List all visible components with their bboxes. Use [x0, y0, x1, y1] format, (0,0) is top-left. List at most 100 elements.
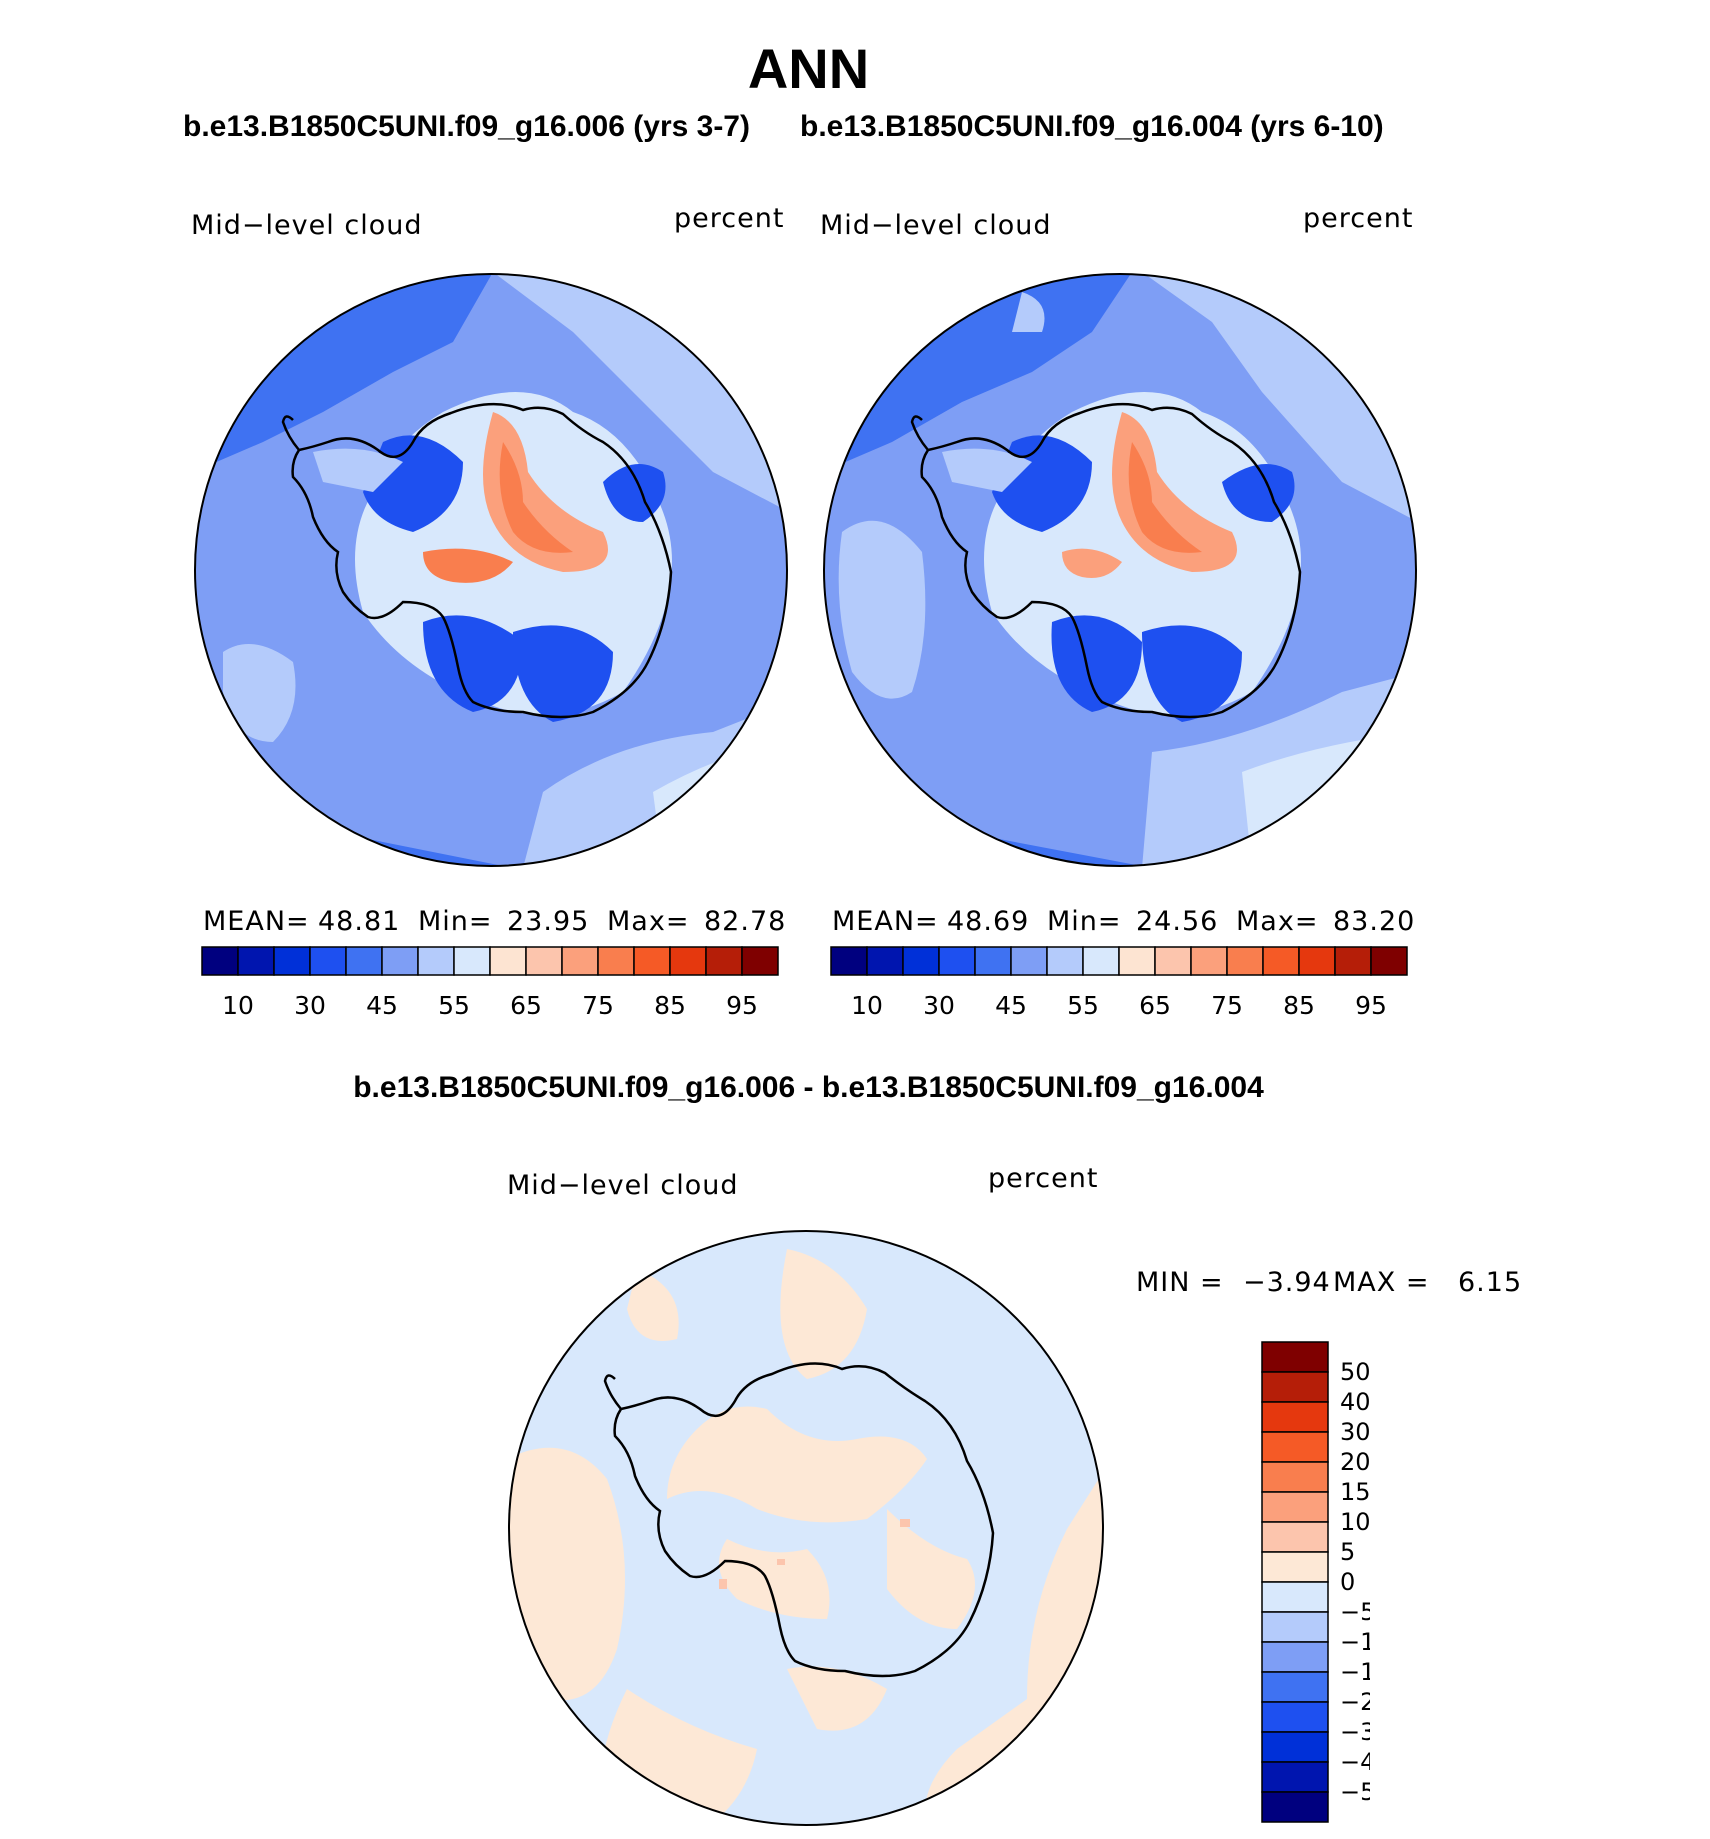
panel3-colorbar-tick-label: −30 [1340, 1718, 1370, 1746]
panel1-colorbar-box [453, 946, 491, 976]
panel1-colorbar-box [705, 946, 743, 976]
panel1-max-label: Max= [607, 906, 690, 937]
panel3-colorbar-tick-label: 40 [1340, 1388, 1370, 1416]
panel1-colorbar-tick-label: 65 [510, 991, 542, 1020]
panel3-colorbar-box [1261, 1761, 1329, 1793]
panel2-colorbar-box [938, 946, 976, 976]
panel1-region-lower [603, 464, 666, 522]
panel3-positive-region [787, 1666, 887, 1731]
panel3-colorbar-box [1261, 1401, 1329, 1433]
difference-title: b.e13.B1850C5UNI.f09_g16.006 - b.e13.B18… [353, 1071, 1264, 1104]
panel2-colorbar-box [1298, 946, 1336, 976]
panel1-colorbar-box [345, 946, 383, 976]
panel3-colorbar-box [1261, 1641, 1329, 1673]
panel3-max-value: 6.15 [1458, 1267, 1523, 1298]
panel1-region-mid [223, 644, 296, 742]
panel3-colorbar-tick-label: −10 [1340, 1628, 1370, 1656]
panel3-colorbar-box [1261, 1431, 1329, 1463]
panel3-colorbar-tick-label: −50 [1340, 1778, 1370, 1806]
panel1-region-higher [499, 442, 573, 553]
panel3-colorbar-box [1261, 1791, 1329, 1823]
panel3-colorbar-box [1261, 1671, 1329, 1703]
panel2-colorbar-tick-label: 30 [923, 991, 955, 1020]
panel3-colorbar-box [1261, 1581, 1329, 1613]
panel2-region-mid [838, 520, 926, 699]
panel2-mean-value: 48.69 [947, 906, 1030, 937]
panel1-min-value: 23.95 [507, 906, 590, 937]
panel1-colorbar-box [381, 946, 419, 976]
panel1-mean-label: MEAN= [203, 906, 310, 937]
panel1-max-value: 82.78 [704, 906, 787, 937]
panel2-mean-label: MEAN= [832, 906, 939, 937]
panel1-variable-label: Mid−level cloud [191, 210, 423, 241]
panel3-peninsula-coastline [603, 1374, 622, 1410]
panel1-colorbar-box [201, 946, 239, 976]
panel2-colorbar-box [1082, 946, 1120, 976]
panel3-map-border [508, 1230, 1104, 1826]
panel3-small-positive-patch [777, 1559, 785, 1565]
panel3-colorbar-box [1261, 1521, 1329, 1553]
panel2-colorbar-box [1262, 946, 1300, 976]
panel1-colorbar-tick-label: 45 [366, 991, 398, 1020]
panel1-colorbar: 10 30 45 55 65 75 85 95 [201, 946, 779, 1020]
panel3-positive-region [627, 1269, 679, 1341]
panel2-polar-map [823, 273, 1417, 867]
panel1-region-lower [513, 625, 613, 722]
panel2-colorbar-box [1010, 946, 1048, 976]
panel3-min-value: −3.94 [1243, 1267, 1331, 1298]
panel3-colorbar-box [1261, 1491, 1329, 1523]
panel3-colorbar-box [1261, 1461, 1329, 1493]
panel2-colorbar-box [1190, 946, 1228, 976]
panel1-peninsula-coastline [281, 415, 300, 451]
panel2-colorbar-tick-label: 95 [1355, 991, 1387, 1020]
panel2-map-border [823, 273, 1417, 867]
panel3-colorbar-box [1261, 1731, 1329, 1763]
panel2-peninsula-coastline [910, 415, 929, 451]
panel2-colorbar-box [1118, 946, 1156, 976]
panel1-colorbar-tick-label: 95 [726, 991, 758, 1020]
panel2-colorbar-box [1370, 946, 1408, 976]
figure-title: ANN [747, 37, 870, 100]
panel1-colorbar-box [237, 946, 275, 976]
panel2-colorbar-tick-label: 85 [1283, 991, 1315, 1020]
panel2-colorbar-tick-label: 55 [1067, 991, 1099, 1020]
subtitle-left: b.e13.B1850C5UNI.f09_g16.006 (yrs 3-7) [183, 110, 750, 143]
panel2-colorbar-box [902, 946, 940, 976]
panel3-colorbar-tick-label: −15 [1340, 1658, 1370, 1686]
panel2-colorbar-box [1226, 946, 1264, 976]
panel2-colorbar-tick-label: 45 [995, 991, 1027, 1020]
panel3-colorbar-tick-label: 30 [1340, 1418, 1370, 1446]
panel1-colorbar-tick-label: 85 [654, 991, 686, 1020]
panel2-colorbar-box [866, 946, 904, 976]
panel2-units-label: percent [1303, 203, 1414, 234]
panel3-small-positive-patch [900, 1519, 910, 1527]
panel3-min-label: MIN = [1136, 1267, 1224, 1298]
panel1-map-border [194, 273, 788, 867]
panel2-colorbar-box [1154, 946, 1192, 976]
panel3-colorbar-tick-label: −40 [1340, 1748, 1370, 1776]
panel1-region-lower [423, 615, 523, 712]
panel2-colorbar-box [1046, 946, 1084, 976]
panel2-coastline [920, 402, 1302, 719]
panel3-colorbar-tick-label: −5 [1340, 1598, 1370, 1626]
panel1-colorbar-box [417, 946, 455, 976]
panel3-colorbar-tick-label: 5 [1340, 1538, 1355, 1566]
panel3-colorbar-box [1261, 1551, 1329, 1583]
panel3-colorbar-tick-label: 20 [1340, 1448, 1370, 1476]
panel2-colorbar-tick-label: 75 [1211, 991, 1243, 1020]
panel2-region-mid [942, 448, 1032, 492]
panel1-colorbar-box [273, 946, 311, 976]
panel3-colorbar-box [1261, 1611, 1329, 1643]
panel3-units-label: percent [988, 1163, 1099, 1194]
panel3-colorbar-box [1261, 1701, 1329, 1733]
panel1-colorbar-box [669, 946, 707, 976]
panel3-colorbar-tick-label: 50 [1340, 1358, 1370, 1386]
subtitle-right: b.e13.B1850C5UNI.f09_g16.004 (yrs 6-10) [800, 110, 1384, 143]
panel1-mean-value: 48.81 [318, 906, 401, 937]
panel1-polar-map [194, 273, 788, 867]
panel3-positive-region [780, 1249, 867, 1379]
panel3-colorbar-tick-label: 15 [1340, 1478, 1370, 1506]
panel1-coastline [291, 402, 673, 719]
panel1-colorbar-box [489, 946, 527, 976]
panel1-colorbar-tick-label: 75 [582, 991, 614, 1020]
